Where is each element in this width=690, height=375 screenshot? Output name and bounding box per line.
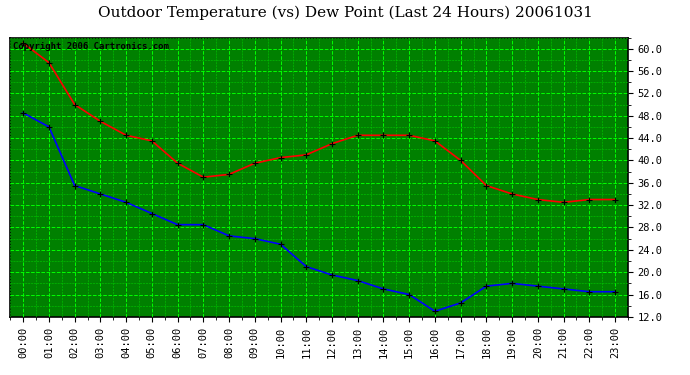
Text: Copyright 2006 Cartronics.com: Copyright 2006 Cartronics.com bbox=[13, 42, 169, 51]
Text: Outdoor Temperature (vs) Dew Point (Last 24 Hours) 20061031: Outdoor Temperature (vs) Dew Point (Last… bbox=[97, 6, 593, 20]
